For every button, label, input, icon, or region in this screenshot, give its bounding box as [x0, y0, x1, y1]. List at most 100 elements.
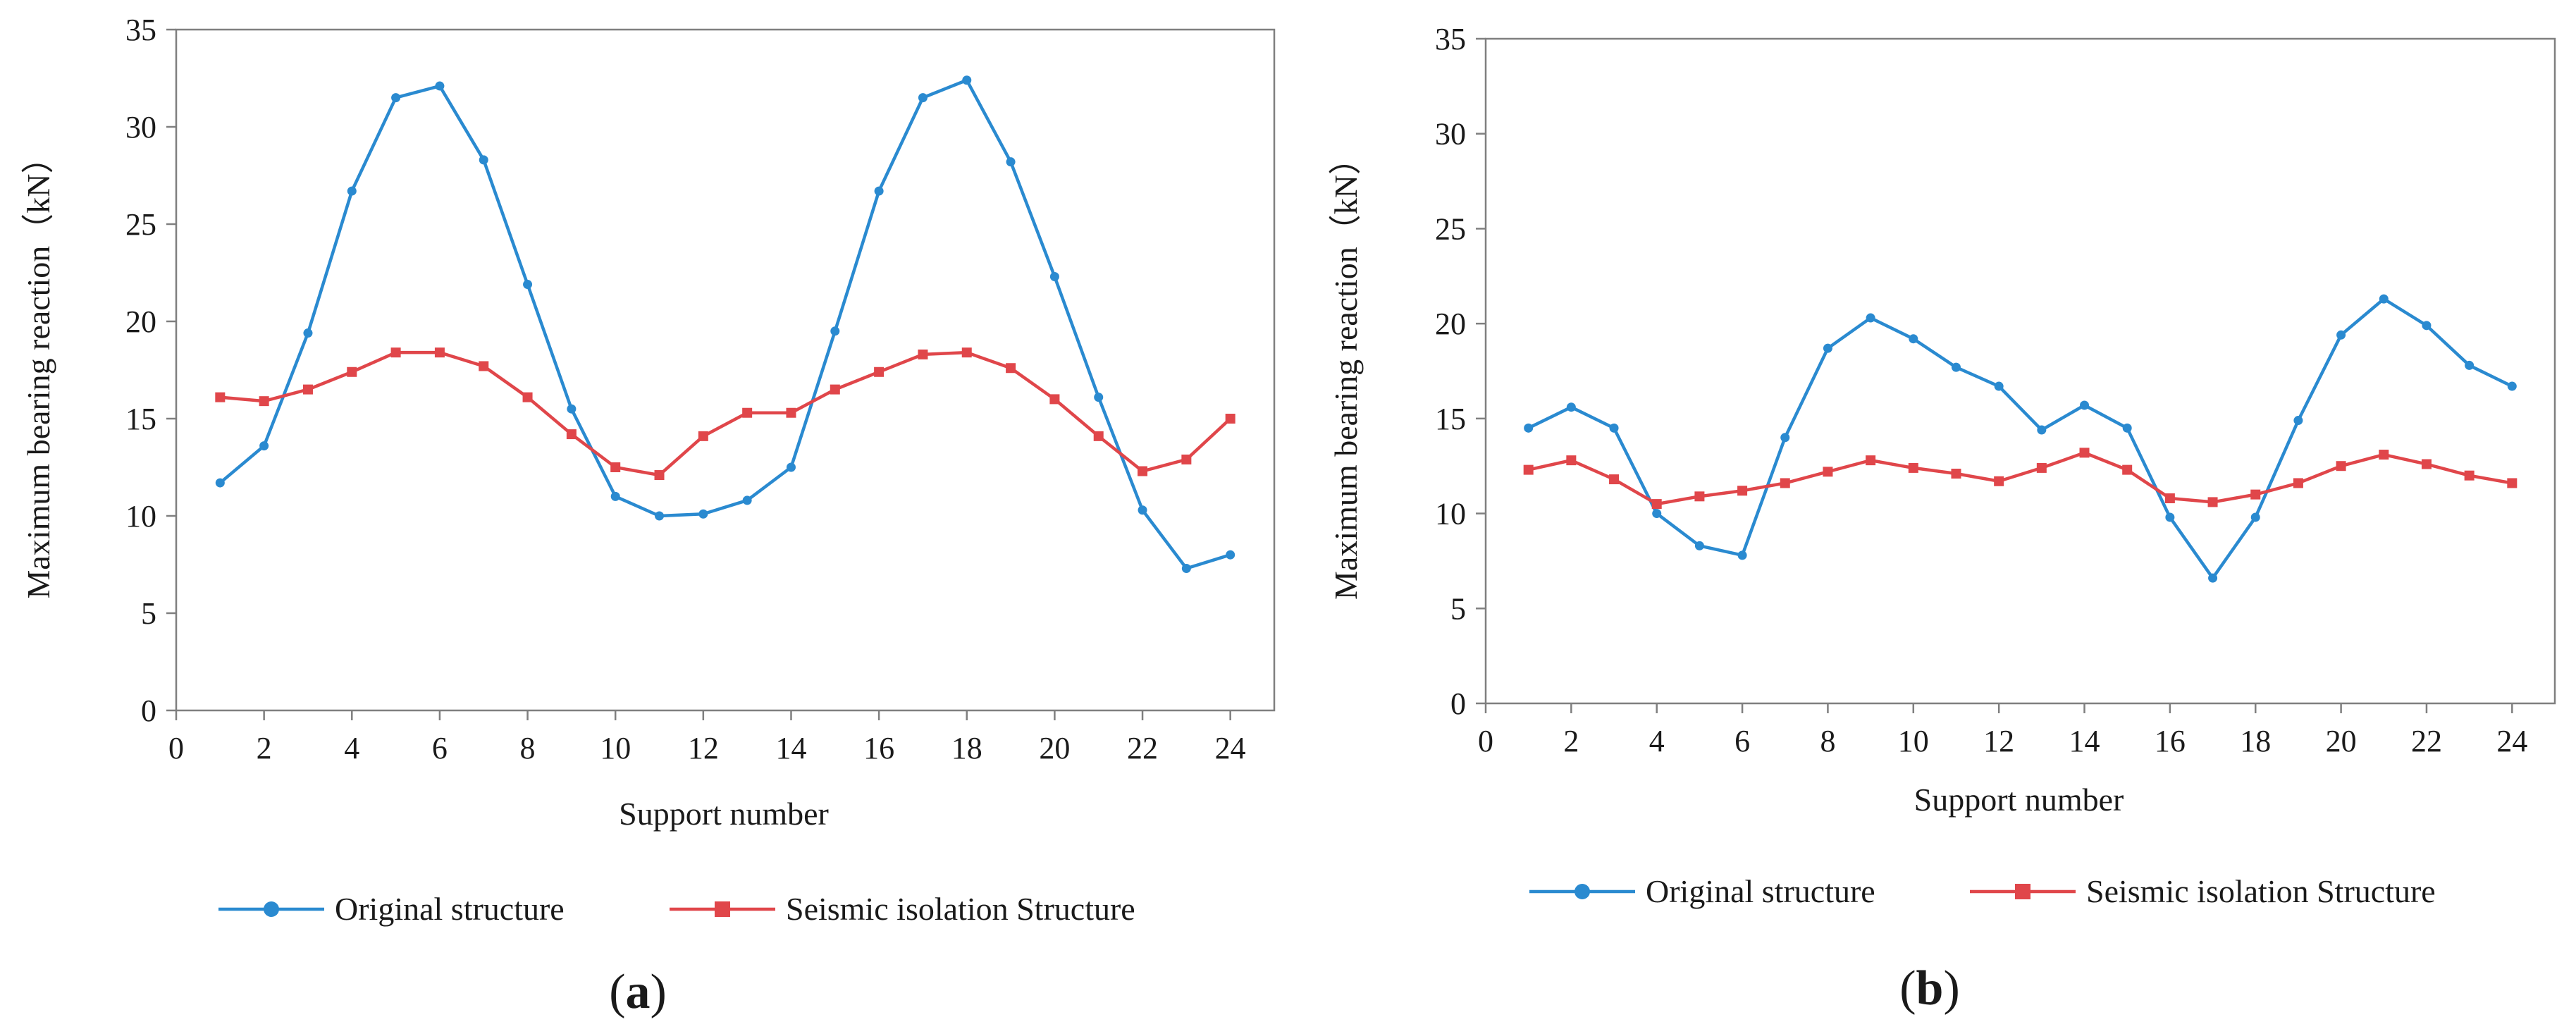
- data-point: [567, 404, 577, 414]
- data-point: [1181, 454, 1192, 464]
- data-point: [2465, 360, 2475, 370]
- plot-area-frame: [1484, 37, 2556, 705]
- data-point: [522, 392, 533, 402]
- data-point: [786, 462, 796, 472]
- legend-item: Seismic isolation Structure: [1970, 873, 2436, 909]
- data-point: [2079, 448, 2090, 458]
- x-tick-label: 14: [2069, 724, 2100, 758]
- data-point: [259, 396, 269, 407]
- series-line: [218, 78, 1231, 570]
- y-tick-label: 0: [1450, 686, 1466, 721]
- data-point: [1524, 423, 1534, 433]
- data-point: [2507, 381, 2517, 391]
- data-point: [347, 366, 357, 377]
- panel-label: (a): [609, 965, 667, 1019]
- legend-item: Seismic isolation Structure: [670, 891, 1135, 927]
- data-point: [874, 186, 884, 196]
- data-point: [2122, 464, 2133, 475]
- data-point: [918, 349, 928, 359]
- y-tick-label: 35: [1435, 22, 1466, 56]
- data-point: [2208, 573, 2218, 583]
- data-point: [523, 280, 533, 290]
- data-point: [2080, 400, 2090, 410]
- x-tick-label: 12: [1983, 724, 2014, 758]
- y-tick-label: 5: [141, 596, 156, 631]
- data-point: [1651, 499, 1662, 510]
- data-point: [1652, 509, 1662, 519]
- x-axis-title: Support number: [1914, 782, 2124, 818]
- data-point: [1138, 505, 1147, 515]
- series-seismic-isolation-structure: [1523, 448, 2518, 510]
- data-point: [654, 470, 665, 481]
- x-tick-label: 12: [688, 731, 719, 765]
- data-point: [830, 384, 840, 395]
- x-tick-label: 8: [520, 731, 536, 765]
- legend-item: Original structure: [218, 891, 565, 927]
- data-point: [962, 75, 972, 85]
- legend-item: Original structure: [1529, 873, 1875, 909]
- y-tick-label: 25: [125, 207, 156, 242]
- data-point: [2037, 425, 2047, 435]
- series-seismic-isolation-structure: [215, 347, 1235, 481]
- data-point: [435, 81, 445, 91]
- y-tick-label: 30: [125, 110, 156, 144]
- y-tick-label: 15: [1435, 402, 1466, 436]
- data-point: [2293, 416, 2303, 426]
- data-point: [215, 478, 225, 488]
- data-point: [610, 491, 620, 501]
- data-point: [1737, 550, 1747, 560]
- series-line: [1527, 297, 2513, 580]
- y-tick-label: 10: [125, 499, 156, 534]
- data-point: [1694, 491, 1705, 502]
- data-point: [1049, 394, 1060, 405]
- data-point: [347, 186, 357, 196]
- y-tick-label: 0: [141, 694, 156, 728]
- data-point: [742, 407, 753, 418]
- y-tick-label: 5: [1450, 591, 1466, 626]
- data-point: [2122, 423, 2132, 433]
- data-point: [2379, 450, 2389, 460]
- x-tick-label: 24: [2496, 724, 2527, 758]
- data-point: [1093, 431, 1104, 441]
- data-point: [303, 328, 313, 338]
- data-point: [1909, 334, 1918, 344]
- x-tick-label: 8: [1820, 724, 1835, 758]
- data-point: [1609, 423, 1619, 433]
- legend-label: Original structure: [335, 891, 565, 927]
- legend-marker: [2015, 884, 2030, 899]
- data-point: [1566, 455, 1577, 466]
- data-point: [1226, 550, 1235, 560]
- data-point: [786, 407, 796, 418]
- x-tick-label: 20: [1039, 731, 1070, 765]
- y-tick-label: 15: [125, 402, 156, 436]
- panel-label-letter: a: [626, 965, 651, 1019]
- data-point: [1225, 414, 1235, 424]
- data-point: [566, 429, 577, 440]
- data-point: [918, 93, 928, 103]
- data-point: [1951, 468, 1961, 479]
- y-axis-title: Maximum bearing reaction（kN）: [1328, 142, 1364, 600]
- data-point: [1138, 466, 1148, 476]
- legend-marker: [715, 901, 730, 917]
- data-point: [1780, 478, 1790, 488]
- legend-label: Seismic isolation Structure: [786, 891, 1135, 927]
- plot-area-frame: [175, 28, 1276, 712]
- data-point: [2336, 330, 2346, 340]
- data-point: [479, 361, 489, 371]
- data-point: [1908, 462, 1918, 473]
- data-point: [2250, 512, 2260, 522]
- x-tick-label: 0: [1478, 724, 1493, 758]
- x-tick-label: 10: [1898, 724, 1929, 758]
- legend: Original structure Seismic isolation Stru…: [218, 891, 1135, 927]
- data-point: [2250, 489, 2261, 500]
- data-point: [1866, 313, 1875, 323]
- data-point: [1994, 476, 2004, 486]
- data-point: [2293, 478, 2303, 488]
- data-point: [1049, 272, 1059, 282]
- x-tick-label: 6: [1734, 724, 1750, 758]
- x-tick-label: 14: [775, 731, 806, 765]
- x-tick-label: 6: [432, 731, 448, 765]
- data-point: [1823, 343, 1832, 353]
- x-tick-label: 18: [2240, 724, 2271, 758]
